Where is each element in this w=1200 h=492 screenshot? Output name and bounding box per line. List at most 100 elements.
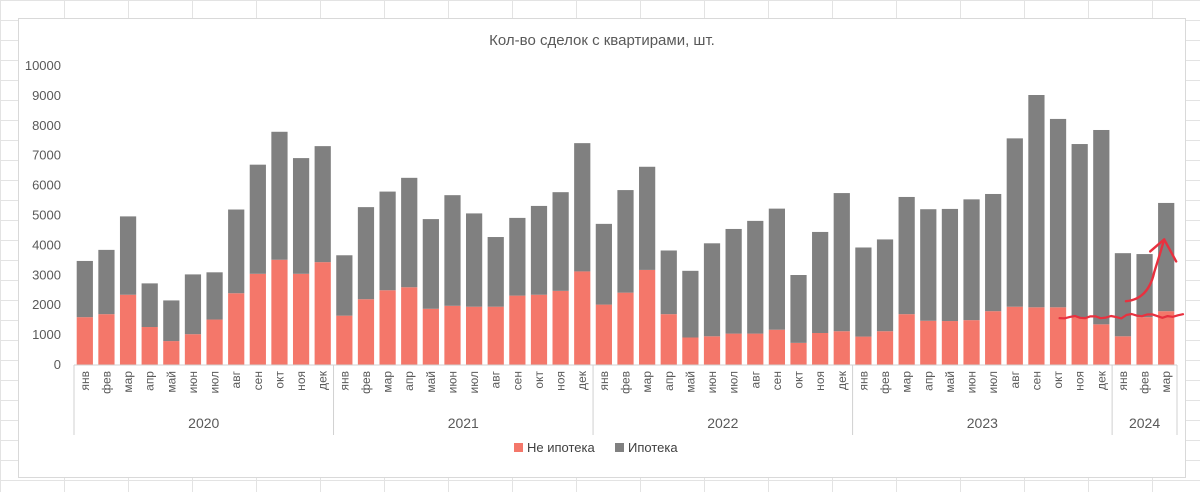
x-tick-label-month: сен (251, 371, 265, 390)
x-tick-label-month: июн (965, 371, 979, 393)
bar-mortgage (1006, 138, 1023, 307)
bar-non-mortgage (898, 314, 915, 365)
annotation-arrow-head (1148, 238, 1178, 263)
hand-drawn-annotations (1058, 238, 1185, 320)
x-tick-label-month: май (943, 371, 957, 393)
bar-non-mortgage (228, 293, 245, 365)
x-tick-label-month: окт (532, 371, 546, 389)
x-tick-label-month: янв (337, 371, 351, 391)
bar-mortgage (833, 193, 850, 332)
bar-non-mortgage (833, 331, 850, 365)
bar-non-mortgage (812, 333, 829, 365)
bar-mortgage (487, 237, 504, 307)
bar-non-mortgage (552, 290, 569, 365)
x-tick-label-month: дек (316, 370, 330, 390)
bar-mortgage (98, 249, 115, 315)
bar-non-mortgage (76, 317, 93, 365)
y-tick-label: 9000 (32, 88, 61, 103)
legend-swatch-mortgage (615, 443, 624, 452)
x-tick-label-month: май (683, 371, 697, 393)
chart-container[interactable]: Кол-во сделок с квартирами, шт. 0 1000 200… (18, 18, 1186, 478)
bar-mortgage (595, 223, 612, 305)
bar-non-mortgage (1136, 317, 1153, 365)
bar-non-mortgage (920, 320, 937, 365)
x-tick-label-month: мар (381, 371, 395, 393)
y-tick-label: 3000 (32, 267, 61, 282)
stacked-bar-chart: Кол-во сделок с квартирами, шт. 0 1000 200… (25, 32, 1185, 455)
x-tick-label-month: авг (748, 370, 762, 388)
x-tick-label-month: сен (510, 371, 524, 390)
bar-mortgage (76, 260, 93, 318)
bar-mortgage (747, 220, 764, 334)
bar-non-mortgage (941, 321, 959, 365)
bar-non-mortgage (1158, 311, 1175, 365)
y-tick-label: 6000 (32, 178, 61, 193)
x-tick-label-month: ноя (294, 371, 308, 391)
bar-non-mortgage (1049, 307, 1067, 365)
bar-mortgage (617, 190, 634, 293)
y-axis: 0 1000 2000 3000 4000 5000 6000 7000 8000 9000 100… (25, 58, 61, 372)
x-tick-label-month: июн (445, 371, 459, 393)
bar-mortgage (725, 228, 742, 334)
x-tick-label-month: авг (489, 370, 503, 388)
bar-non-mortgage (379, 290, 396, 365)
bar-non-mortgage (985, 311, 1002, 365)
bar-mortgage (1071, 144, 1088, 318)
annotation-arrow-shaft (1124, 238, 1166, 303)
bar-mortgage (530, 205, 548, 295)
x-tick-label-month: мар (121, 371, 135, 393)
x-tick-label-month: фев (619, 371, 633, 394)
y-tick-label: 4000 (32, 237, 61, 252)
bar-mortgage (941, 208, 959, 322)
bar-non-mortgage (357, 299, 375, 365)
x-tick-label-month: июл (986, 371, 1000, 393)
x-tick-label-month: ноя (813, 371, 827, 391)
bar-mortgage (1136, 254, 1153, 318)
y-tick-label: 0 (54, 357, 61, 372)
bar-mortgage (985, 193, 1002, 312)
x-tick-label-month: июл (467, 371, 481, 393)
bar-mortgage (314, 146, 331, 263)
bar-mortgage (1114, 253, 1132, 337)
x-tick-label-month: сен (770, 371, 784, 390)
bar-mortgage (228, 209, 245, 294)
bar-mortgage (920, 209, 937, 321)
x-tick-label-month: апр (402, 371, 416, 391)
bar-mortgage (703, 243, 721, 337)
bar-mortgage (1028, 95, 1045, 308)
x-tick-label-month: мар (640, 371, 654, 393)
y-tick-label: 8000 (32, 118, 61, 133)
bar-mortgage (574, 143, 591, 272)
x-tick-label-month: окт (1051, 371, 1065, 389)
x-tick-label-month: окт (272, 371, 286, 389)
bar-mortgage (1158, 202, 1175, 312)
legend[interactable]: Не ипотека Ипотека (514, 440, 678, 455)
bar-mortgage (790, 275, 807, 343)
bar-non-mortgage (163, 341, 180, 365)
bar-mortgage (206, 272, 223, 320)
x-axis: янв фев мар апр май июн июл авг сен окт ноя дек янв ф… (73, 364, 1178, 435)
x-tick-label-year: 2022 (707, 415, 738, 431)
bar-series-group (76, 95, 1175, 365)
bar-non-mortgage (876, 331, 894, 365)
x-tick-label-month: июн (705, 371, 719, 393)
bar-non-mortgage (184, 334, 202, 365)
bar-mortgage (963, 199, 980, 321)
bar-non-mortgage (141, 327, 158, 365)
bar-mortgage (639, 166, 656, 270)
bar-mortgage (898, 196, 915, 315)
x-tick-label-month: янв (597, 371, 611, 391)
x-tick-label-month: фев (99, 371, 113, 394)
x-tick-label-month: май (424, 371, 438, 393)
bar-non-mortgage (1114, 336, 1132, 365)
bar-non-mortgage (747, 333, 764, 365)
x-tick-label-month: июл (727, 371, 741, 393)
x-tick-label-month: янв (1116, 371, 1130, 391)
bar-non-mortgage (1071, 317, 1088, 365)
bar-non-mortgage (271, 259, 288, 365)
bar-mortgage (682, 270, 699, 338)
bar-mortgage (444, 195, 461, 306)
x-tick-label-month: фев (878, 371, 892, 394)
x-tick-label-month: апр (662, 371, 676, 391)
bar-non-mortgage (855, 336, 872, 365)
